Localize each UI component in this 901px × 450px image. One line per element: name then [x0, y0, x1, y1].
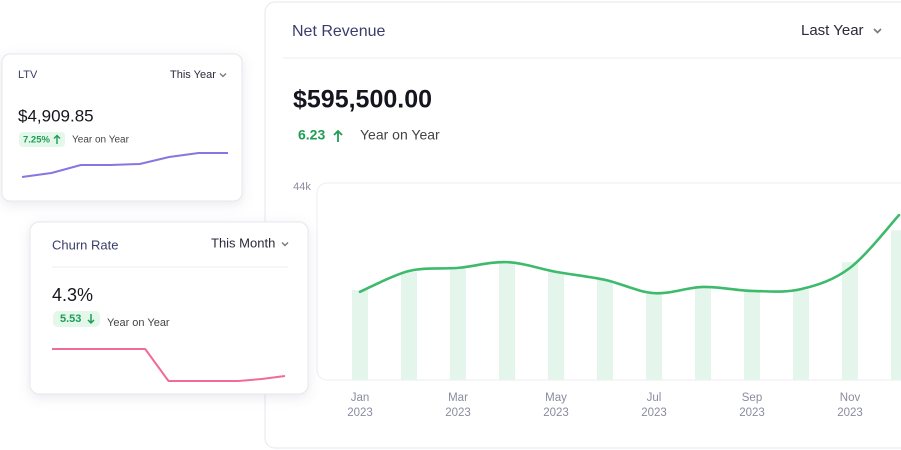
down-arrow-icon	[87, 314, 95, 325]
x-tick-label: Mar	[448, 392, 468, 404]
period-selector[interactable]: This Year	[170, 69, 216, 81]
change-label: Year on Year	[107, 317, 170, 329]
x-tick-sublabel: 2023	[347, 407, 373, 419]
bar	[744, 290, 760, 380]
bar	[891, 230, 901, 380]
y-tick-label: 44k	[293, 181, 311, 193]
chevron-icon[interactable]	[281, 242, 289, 247]
change-badge	[53, 311, 100, 327]
change-value: 5.53	[60, 313, 81, 325]
plot: Jan 2023 Mar 2023 May 2023 Jul 2023 Sep 2023 Nov 20…	[347, 213, 901, 419]
churn-card: Churn Rate This Month 4.3% 5.53 Year on …	[29, 221, 309, 395]
change-value: 6.23	[298, 127, 325, 143]
bar	[450, 267, 466, 380]
bar	[793, 290, 809, 380]
bar	[548, 271, 564, 380]
bar	[499, 262, 515, 380]
x-tick-sublabel: 2023	[739, 407, 765, 419]
bar	[352, 290, 368, 380]
x-tick-label: Jan	[351, 392, 370, 404]
amount: $595,500.00	[293, 86, 432, 114]
x-tick-sublabel: 2023	[837, 407, 863, 419]
net-revenue-card: Net Revenue Last Year $595,500.00 6.23 Y…	[264, 1, 901, 449]
plot-frame	[316, 182, 901, 381]
x-tick-sublabel: 2023	[543, 407, 569, 419]
bar	[597, 279, 613, 380]
card-background	[1, 53, 243, 202]
bar	[695, 287, 711, 380]
chevron-icon[interactable]	[219, 73, 227, 78]
change-label: Year on Year	[360, 127, 440, 143]
card-background	[29, 221, 309, 395]
sparkline	[21, 152, 228, 178]
x-tick-label: Nov	[840, 392, 861, 404]
change-badge	[19, 132, 65, 147]
amount: $4,909.85	[18, 106, 94, 125]
change-value: 7.25%	[23, 135, 50, 146]
x-tick-sublabel: 2023	[641, 407, 667, 419]
card-title: Churn Rate	[52, 237, 118, 252]
card-background	[264, 1, 901, 449]
x-tick-label: May	[545, 392, 567, 404]
card-title: LTV	[18, 69, 38, 81]
ltv-card: LTV This Year $4,909.85 7.25% Year on Ye…	[1, 53, 243, 202]
period-selector[interactable]: Last Year	[801, 22, 864, 39]
x-tick-label: Jul	[647, 392, 662, 404]
bar	[401, 271, 417, 380]
bar	[842, 262, 858, 380]
up-arrow-icon	[333, 129, 343, 142]
chevron-icon[interactable]	[873, 28, 882, 34]
up-arrow-icon	[53, 134, 61, 144]
sparkline	[52, 348, 286, 382]
period-selector[interactable]: This Month	[211, 235, 275, 250]
card-title: Net Revenue	[292, 23, 385, 40]
amount: 4.3%	[52, 285, 93, 305]
change-label: Year on Year	[72, 135, 130, 146]
x-tick-label: Sep	[742, 392, 762, 404]
x-tick-sublabel: 2023	[445, 407, 471, 419]
bar	[646, 291, 662, 380]
line	[358, 213, 901, 295]
